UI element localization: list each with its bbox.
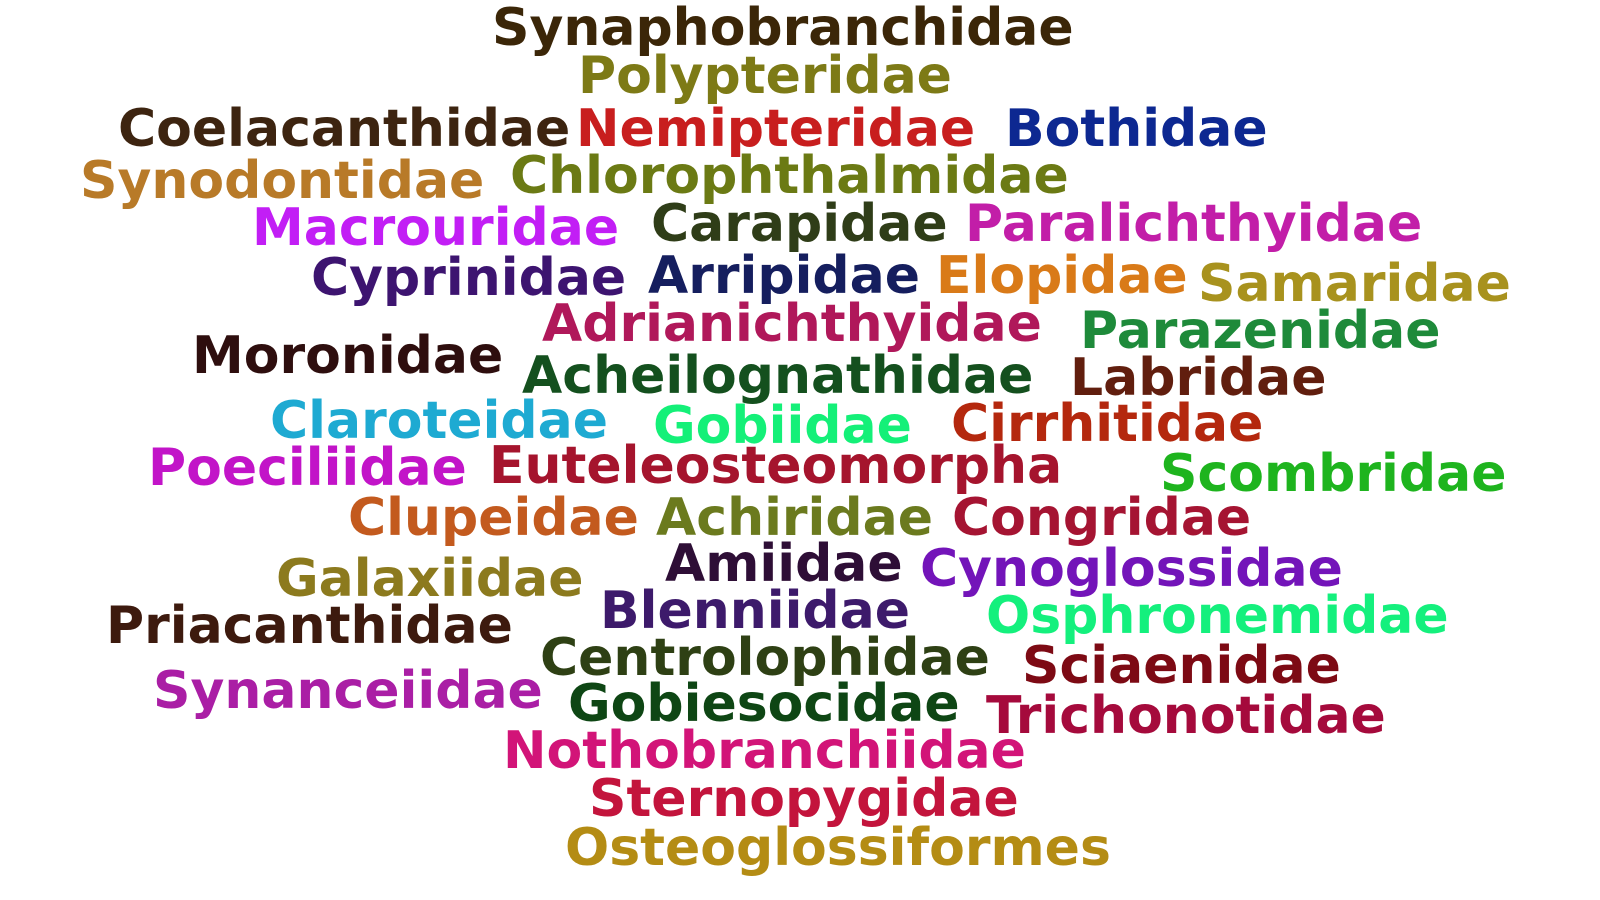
word-centrolophidae: Centrolophidae [540,628,990,688]
word-sternopygidae: Sternopygidae [589,769,1019,829]
word-nothobranchiidae: Nothobranchiidae [503,721,1026,781]
word-blenniidae: Blenniidae [600,581,910,641]
word-paralichthyidae: Paralichthyidae [965,194,1423,254]
word-labridae: Labridae [1070,348,1327,408]
word-trichonotidae: Trichonotidae [986,686,1386,746]
word-synaphobranchidae: Synaphobranchidae [492,0,1074,58]
word-carapidae: Carapidae [651,194,948,254]
word-osteoglossiformes: Osteoglossiformes [565,818,1111,878]
word-euteleosteomorpha: Euteleosteomorpha [489,436,1063,496]
word-gobiidae: Gobiidae [653,396,912,456]
word-samaridae: Samaridae [1198,254,1511,314]
word-polypteridae: Polypteridae [578,46,952,106]
word-sciaenidae: Sciaenidae [1022,636,1341,696]
word-nemipteridae: Nemipteridae [576,99,976,159]
word-scombridae: Scombridae [1160,444,1507,504]
word-cyprinidae: Cyprinidae [311,248,627,308]
word-macrouridae: Macrouridae [252,198,620,258]
word-osphronemidae: Osphronemidae [986,586,1449,646]
word-moronidae: Moronidae [192,326,504,386]
word-adrianichthyidae: Adrianichthyidae [542,294,1042,354]
word-clupeidae: Clupeidae [348,488,639,548]
word-congridae: Congridae [952,488,1252,548]
word-acheilognathidae: Acheilognathidae [522,346,1034,406]
word-poeciliidae: Poeciliidae [148,438,467,498]
word-chlorophthalmidae: Chlorophthalmidae [510,146,1069,206]
word-cirrhitidae: Cirrhitidae [951,394,1264,454]
word-claroteidae: Claroteidae [270,391,608,451]
word-cynoglossidae: Cynoglossidae [920,539,1343,599]
word-gobiesocidae: Gobiesocidae [568,674,960,734]
word-synodontidae: Synodontidae [80,151,485,211]
word-coelacanthidae: Coelacanthidae [118,99,571,159]
word-bothidae: Bothidae [1005,99,1268,159]
word-parazenidae: Parazenidae [1080,301,1441,361]
word-arripidae: Arripidae [648,246,920,306]
word-amiidae: Amiidae [665,534,903,594]
word-priacanthidae: Priacanthidae [106,596,513,656]
word-synanceiidae: Synanceiidae [153,661,543,721]
word-elopidae: Elopidae [936,246,1188,306]
word-achiridae: Achiridae [656,488,933,548]
word-galaxiidae: Galaxiidae [276,549,584,609]
